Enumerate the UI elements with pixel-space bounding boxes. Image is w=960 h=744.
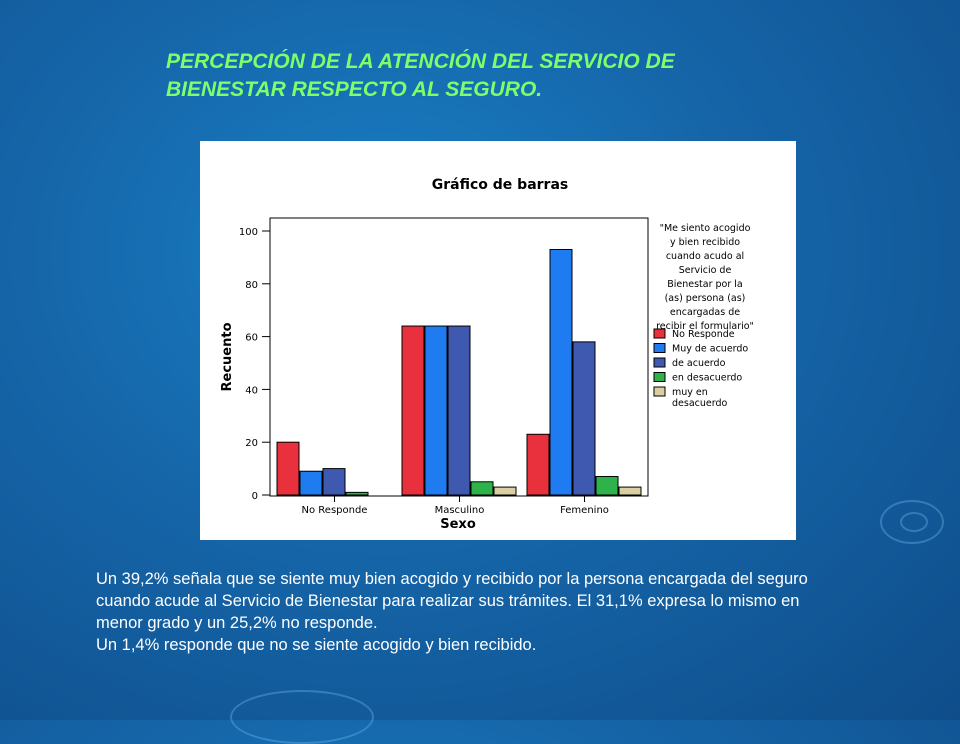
y-tick-label: 80 [245, 280, 258, 291]
legend-title-line: Bienestar por la [667, 279, 743, 290]
legend-title-line: y bien recibido [670, 237, 740, 248]
legend-label: en desacuerdo [672, 373, 742, 384]
legend-label: desacuerdo [672, 398, 728, 409]
bar [618, 486, 642, 496]
bar [276, 441, 300, 496]
legend-title-line: cuando acudo al [666, 251, 744, 262]
x-tick-label: No Responde [302, 505, 368, 516]
bar [526, 433, 550, 496]
x-tick-label: Masculino [435, 505, 485, 516]
legend-title-line: recibir el formulario" [656, 321, 754, 332]
y-tick-label: 20 [245, 438, 258, 449]
bar [299, 470, 323, 496]
x-axis-label: Sexo [440, 517, 476, 532]
legend-label: muy en [672, 387, 708, 398]
bar [549, 248, 573, 496]
bar [595, 476, 619, 496]
legend-swatch [653, 386, 666, 397]
bar [424, 325, 448, 496]
legend-swatch [653, 372, 666, 382]
legend-swatch [653, 357, 666, 368]
bar [572, 341, 596, 496]
chart-panel: Gráfico de barras 0 20 40 60 80 100 Recuento No … [200, 141, 796, 540]
title-line-2: BIENESTAR RESPECTO AL SEGURO. [166, 78, 543, 101]
x-tick-label: Femenino [560, 505, 609, 516]
title-line-1: PERCEPCIÓN DE LA ATENCIÓN DEL SERVICIO D… [166, 50, 675, 73]
bar [345, 491, 369, 496]
legend-swatch [653, 343, 666, 353]
chart-title: Gráfico de barras [432, 177, 568, 193]
slide-caption: Un 39,2% señala que se siente muy bien a… [96, 568, 916, 656]
legend-title-line: Servicio de [679, 265, 732, 276]
bar [470, 481, 494, 496]
caption-line-1: Un 39,2% señala que se siente muy bien a… [96, 570, 808, 588]
caption-line-2: cuando acude al Servicio de Bienestar pa… [96, 592, 800, 610]
y-axis-label: Recuento [220, 322, 235, 391]
bar-chart: Gráfico de barras 0 20 40 60 80 100 Recuento No … [220, 177, 754, 532]
legend-swatch [653, 328, 666, 339]
legend-label: de acuerdo [672, 358, 726, 369]
legend-title-line: encargadas de [670, 307, 740, 318]
caption-line-4: Un 1,4% responde que no se siente acogid… [96, 636, 537, 654]
bar [447, 325, 471, 496]
legend-label: Muy de acuerdo [672, 344, 748, 355]
y-tick-label: 0 [252, 491, 258, 502]
bar [401, 325, 425, 496]
bar [322, 468, 346, 496]
y-tick-label: 100 [239, 227, 258, 238]
y-tick-label: 60 [245, 333, 258, 344]
legend-title-line: (as) persona (as) [665, 293, 746, 304]
legend-label: No Responde [672, 329, 735, 340]
bar [493, 486, 517, 496]
legend-title-line: "Me siento acogido [660, 223, 751, 234]
slide-title: PERCEPCIÓN DE LA ATENCIÓN DEL SERVICIO D… [166, 48, 806, 104]
y-tick-label: 40 [245, 385, 258, 396]
caption-line-3: menor grado y un 25,2% no responde. [96, 614, 378, 632]
